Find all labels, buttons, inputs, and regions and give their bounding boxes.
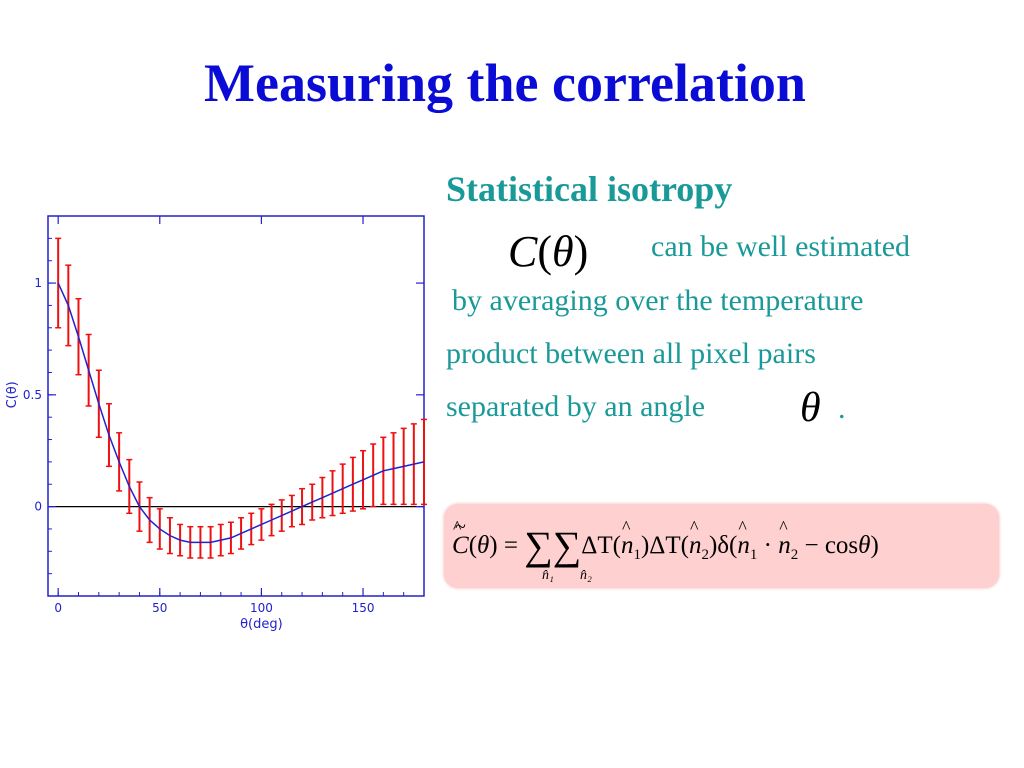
x-tick-label-50: 50: [152, 601, 167, 615]
formula-tilde: ~: [455, 516, 466, 538]
correlation-estimator-formula: ~ C (θ) = ∑∑ΔT(n1)ΔT(n2)δ(n1 · n2 − cosθ…: [452, 516, 879, 569]
formula-theta: θ: [477, 532, 490, 559]
formula-delta-t-2: )ΔT(: [640, 532, 689, 559]
body-line-3: product between all pixel pairs: [446, 337, 816, 370]
sum-symbol-2: ∑: [552, 523, 582, 568]
y-tick-label-1: 0.5: [23, 388, 42, 402]
c-theta-symbol: C(θ): [508, 227, 589, 276]
formula-box: ~ C (θ) = ∑∑ΔT(n1)ΔT(n2)δ(n1 · n2 − cosθ…: [444, 504, 999, 588]
formula-equals: ) =: [489, 532, 518, 559]
formula-delta-t-1: ΔT(: [581, 532, 621, 559]
statistical-isotropy-heading: Statistical isotropy: [446, 169, 733, 209]
body-line-1: can be well estimated: [651, 230, 911, 263]
x-axis-label: θ(deg): [240, 617, 283, 632]
sum-subscript-1: n̂₁: [542, 568, 554, 583]
x-tick-label-100: 100: [250, 601, 273, 615]
slide-title: Measuring the correlation: [204, 53, 806, 113]
y-tick-label-0: 0: [34, 500, 42, 514]
sum-symbol-1: ∑: [524, 523, 553, 568]
formula-lhs: C: [452, 532, 469, 559]
body-line-2: by averaging over the temperature: [452, 284, 864, 317]
formula-cos: − cos: [798, 532, 859, 559]
correlation-curve: [57, 282, 425, 544]
x-tick-label-0: 0: [54, 601, 62, 615]
y-axis-label: C(θ): [5, 381, 20, 408]
sentence-period: .: [838, 392, 846, 425]
correlation-chart: 0 50 100 150 0 0.5 1 θ(deg) C(θ): [5, 215, 427, 632]
plot-frame: [47, 215, 425, 597]
formula-delta: )δ(: [708, 532, 738, 559]
x-tick-label-150: 150: [352, 601, 375, 615]
y-tick-label-2: 1: [34, 276, 42, 290]
theta-symbol: θ: [800, 385, 821, 431]
sum-subscript-2: n̂₂: [580, 568, 592, 583]
body-line-4: separated by an angle: [446, 390, 706, 423]
